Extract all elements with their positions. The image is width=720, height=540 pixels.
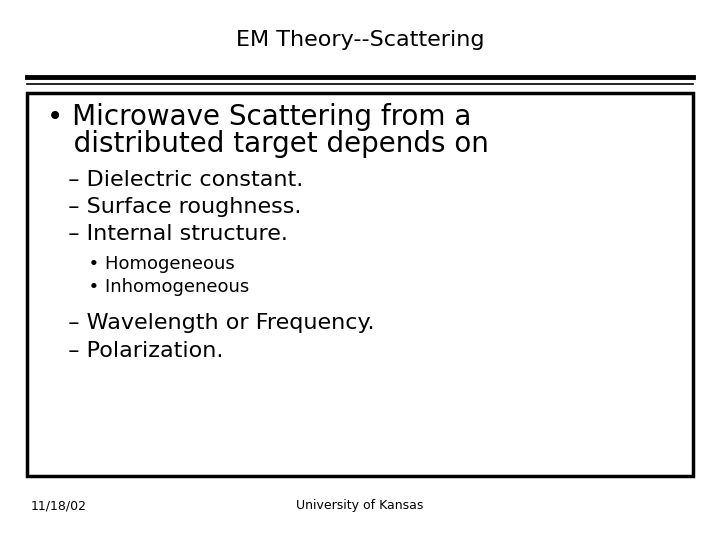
Text: – Internal structure.: – Internal structure. — [54, 224, 288, 244]
Text: – Polarization.: – Polarization. — [54, 341, 223, 361]
Text: distributed target depends on: distributed target depends on — [47, 130, 489, 158]
FancyBboxPatch shape — [27, 93, 693, 476]
Text: University of Kansas: University of Kansas — [297, 500, 423, 512]
Text: – Surface roughness.: – Surface roughness. — [54, 197, 302, 217]
Text: 11/18/02: 11/18/02 — [30, 500, 86, 512]
Text: • Inhomogeneous: • Inhomogeneous — [54, 278, 249, 296]
Text: – Dielectric constant.: – Dielectric constant. — [54, 170, 303, 190]
Text: – Wavelength or Frequency.: – Wavelength or Frequency. — [54, 313, 374, 333]
Text: • Homogeneous: • Homogeneous — [54, 255, 235, 273]
Text: EM Theory--Scattering: EM Theory--Scattering — [235, 30, 485, 51]
Text: • Microwave Scattering from a: • Microwave Scattering from a — [47, 103, 471, 131]
